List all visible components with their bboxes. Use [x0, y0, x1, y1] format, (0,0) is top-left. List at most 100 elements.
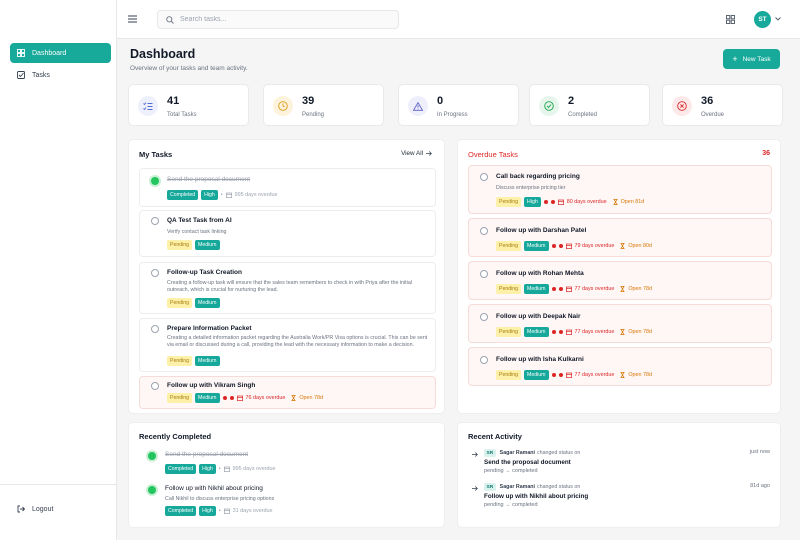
- task-description: Creating a detailed information packet r…: [167, 335, 428, 348]
- new-task-button[interactable]: + New Task: [723, 49, 780, 69]
- page-subtitle: Overview of your tasks and team activity…: [130, 65, 248, 72]
- task-checkbox[interactable]: [151, 325, 159, 333]
- task-checkbox[interactable]: [151, 269, 159, 277]
- task-checkbox[interactable]: [480, 227, 488, 235]
- priority-badge: Medium: [524, 284, 549, 294]
- recently-completed-panel: Recently Completed Send the proposal doc…: [128, 422, 445, 528]
- overdue-text: 77 days overdue: [574, 329, 615, 335]
- sidebar-item-tasks[interactable]: Tasks: [10, 65, 111, 85]
- stat-value: 41: [167, 95, 180, 107]
- checkbox-icon: [17, 71, 25, 79]
- overdue-dot: [551, 287, 556, 291]
- task-checkbox[interactable]: [480, 356, 488, 364]
- status-badge: Pending: [496, 197, 522, 207]
- task-title: Send the proposal document: [167, 176, 251, 183]
- logout-button[interactable]: Logout: [10, 499, 111, 519]
- task-checkbox[interactable]: [480, 270, 488, 278]
- user-avatar: SR: [484, 483, 496, 491]
- my-tasks-panel: My Tasks View All Send the proposal docu…: [128, 139, 445, 414]
- calendar-icon: [565, 329, 572, 335]
- activity-header: SR Sagar Ramani changed status on: [484, 483, 580, 491]
- task-description: Creating a follow-up task will ensure th…: [167, 280, 412, 293]
- hourglass-icon: [620, 243, 625, 249]
- hourglass-icon: [291, 395, 296, 401]
- calendar-icon: [565, 372, 572, 378]
- activity-header: SR Sagar Ramani changed status on: [484, 449, 580, 457]
- stat-card-pending: 39 Pending: [263, 84, 384, 126]
- task-card[interactable]: Prepare Information Packet Creating a de…: [139, 318, 436, 372]
- overdue-task-card[interactable]: Follow up with Rohan Mehta Pending Mediu…: [468, 261, 772, 300]
- task-card[interactable]: Follow up with Vikram Singh Pending Medi…: [139, 376, 436, 409]
- activity-item: SR Sagar Ramani changed status on Follow…: [470, 483, 770, 513]
- chevron-down-icon[interactable]: [775, 17, 781, 21]
- plus-icon: +: [732, 54, 738, 64]
- priority-badge: Medium: [524, 241, 549, 251]
- activity-time: just now: [749, 449, 770, 455]
- task-checkbox[interactable]: [148, 486, 156, 494]
- arrow-right-icon: [472, 452, 478, 457]
- completed-item[interactable]: Follow up with Nikhil about pricing Call…: [141, 483, 437, 519]
- task-meta-row: Pending Medium 76 days overdue Open 78d: [167, 393, 323, 403]
- task-description: Discuss enterprise pricing tier: [496, 185, 566, 191]
- activity-change: pending → completed: [484, 502, 538, 508]
- completed-item[interactable]: Send the proposal document Completed Hig…: [141, 449, 437, 477]
- task-meta-row: Completed High • 995 days overdue: [167, 190, 278, 200]
- clock-icon: [273, 96, 293, 116]
- calendar-icon: [223, 466, 230, 472]
- task-card[interactable]: QA Test Task from AI Verify contact task…: [139, 210, 436, 257]
- activity-task[interactable]: Send the proposal document: [484, 459, 571, 466]
- task-checkbox[interactable]: [151, 217, 159, 225]
- avatar[interactable]: ST: [754, 11, 771, 28]
- task-title: Follow up with Rohan Mehta: [496, 270, 584, 277]
- status-badge: Pending: [167, 356, 193, 366]
- stat-label: Completed: [568, 112, 598, 118]
- check-circle-icon: [539, 96, 559, 116]
- new-task-label: New Task: [742, 55, 771, 63]
- menu-icon[interactable]: [128, 15, 137, 23]
- overdue-task-card[interactable]: Follow up with Darshan Patel Pending Med…: [468, 218, 772, 257]
- overdue-text: 77 days overdue: [574, 372, 615, 378]
- status-badge: Pending: [167, 240, 193, 250]
- priority-badge: High: [199, 464, 216, 474]
- priority-badge: Medium: [195, 393, 220, 403]
- priority-badge: Medium: [195, 240, 220, 250]
- activity-action: changed status on: [537, 484, 581, 490]
- task-meta-row: Completed High • 31 days overdue: [165, 506, 273, 516]
- calendar-icon: [565, 243, 572, 249]
- priority-badge: High: [201, 190, 218, 200]
- overdue-text: 79 days overdue: [574, 243, 615, 249]
- task-checkbox[interactable]: [480, 313, 488, 321]
- view-all-link[interactable]: View All: [401, 150, 432, 157]
- task-meta-row: Pending Medium: [167, 356, 220, 366]
- overdue-task-card[interactable]: Follow up with Isha Kulkarni Pending Med…: [468, 347, 772, 386]
- task-title: Prepare Information Packet: [167, 325, 252, 332]
- sidebar-item-dashboard[interactable]: Dashboard: [10, 43, 111, 63]
- activity-task[interactable]: Follow up with Nikhil about pricing: [484, 493, 589, 500]
- overdue-title: Overdue Tasks: [468, 150, 518, 159]
- task-checkbox[interactable]: [148, 452, 156, 460]
- hourglass-icon: [613, 199, 618, 205]
- task-checkbox[interactable]: [151, 382, 159, 390]
- task-title: Follow up with Nikhil about pricing: [165, 485, 263, 492]
- task-title: Follow up with Vikram Singh: [167, 382, 256, 389]
- my-tasks-title: My Tasks: [139, 150, 173, 159]
- sidebar-footer: Logout: [0, 484, 117, 540]
- hourglass-icon: [620, 286, 625, 292]
- overdue-dot: [550, 200, 555, 204]
- calendar-icon: [236, 395, 243, 401]
- recently-completed-title: Recently Completed: [139, 432, 212, 441]
- overdue-task-card[interactable]: Follow up with Deepak Nair Pending Mediu…: [468, 304, 772, 343]
- status-badge: Pending: [496, 327, 522, 337]
- task-checkbox[interactable]: [151, 177, 159, 185]
- search-box[interactable]: [157, 10, 399, 29]
- arrow-right-icon: [426, 151, 432, 156]
- task-card[interactable]: Send the proposal document Completed Hig…: [139, 168, 436, 207]
- overdue-task-card[interactable]: Call back regarding pricing Discuss ente…: [468, 165, 772, 214]
- task-meta-row: Pending High 80 days overdue Open 81d: [496, 197, 644, 207]
- sidebar-item-label: Dashboard: [32, 49, 67, 57]
- apps-grid-icon[interactable]: [726, 15, 735, 24]
- activity-time: 81d ago: [750, 483, 770, 489]
- search-input[interactable]: [180, 16, 380, 23]
- task-checkbox[interactable]: [480, 173, 488, 181]
- task-card[interactable]: Follow-up Task Creation Creating a follo…: [139, 262, 436, 314]
